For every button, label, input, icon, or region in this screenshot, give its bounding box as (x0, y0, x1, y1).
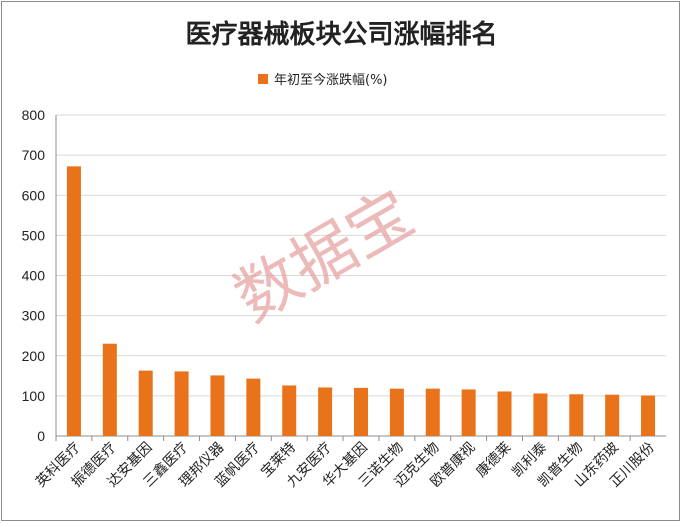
bar (425, 388, 440, 436)
bar (605, 394, 620, 436)
x-axis-labels: 英科医疗振德医疗达安基因三鑫医疗理邦仪器蓝帆医疗宝莱特九安医疗华大基因三诺生物迈… (32, 439, 658, 491)
bar (461, 389, 476, 436)
x-category-label: 康德莱 (473, 439, 515, 481)
bar (138, 370, 153, 436)
y-tick-label: 300 (22, 308, 46, 324)
bar (354, 387, 368, 436)
bar (282, 385, 297, 436)
bar (102, 343, 117, 436)
y-tick-label: 400 (22, 268, 46, 284)
bar (174, 371, 189, 436)
y-axis-ticks: 0 100 200 300 400 500 600 700 800 (22, 107, 46, 444)
bar (389, 388, 404, 436)
y-tick-label: 0 (37, 428, 45, 444)
chart-title: 医疗器械板块公司涨幅排名 (185, 20, 498, 50)
y-tick-label: 600 (22, 187, 46, 203)
bar (246, 378, 261, 436)
y-tick-label: 800 (22, 107, 46, 123)
y-tick-label: 100 (22, 388, 46, 404)
bar (318, 387, 333, 436)
bar (66, 166, 81, 437)
bar (210, 375, 225, 436)
gridlines (55, 114, 666, 441)
bars (66, 166, 656, 437)
bar (533, 393, 548, 436)
bar (641, 395, 656, 436)
y-tick-label: 500 (22, 227, 46, 243)
watermark: 数据宝 (223, 177, 426, 337)
y-tick-label: 700 (22, 147, 46, 163)
legend: 年初至今涨跌幅(%) (258, 69, 388, 88)
legend-swatch (258, 73, 268, 84)
legend-label: 年初至今涨跌幅(%) (274, 73, 388, 88)
bar (569, 394, 584, 436)
bar (497, 391, 512, 436)
y-tick-label: 200 (22, 348, 46, 364)
